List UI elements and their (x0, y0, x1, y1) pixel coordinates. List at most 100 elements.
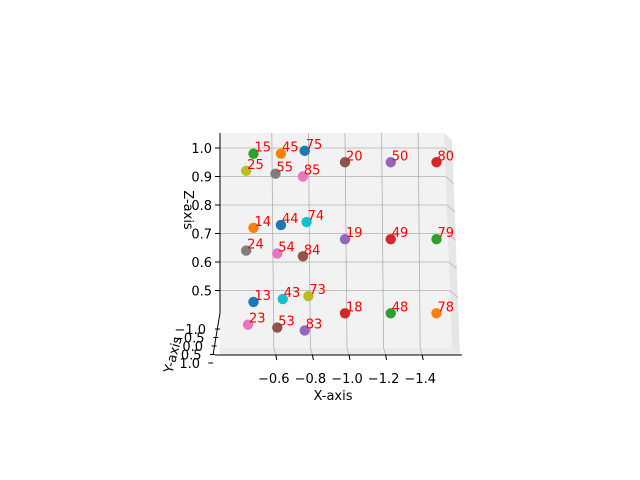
x-floor-grid-line (273, 347, 277, 356)
x-tick-label: −1.0 (331, 372, 363, 387)
point-label: 83 (306, 317, 323, 332)
tick-marks: −0.6 −0.8 −1.0 −1.2 −1.4 0.5 0.6 0.7 0.8 0.9 1.0 −1… (173, 142, 436, 387)
point-label: 25 (247, 158, 264, 173)
point-label: 45 (282, 141, 299, 156)
point-label: 49 (392, 226, 409, 241)
data-point (339, 308, 351, 319)
y-tick-label: 1.0 (179, 357, 200, 372)
point-label: 55 (276, 161, 293, 176)
point-label: 80 (438, 149, 455, 164)
data-point (431, 157, 442, 168)
data-points (240, 145, 442, 336)
point-label: 23 (249, 312, 266, 327)
back-pane (220, 133, 452, 348)
x-tick-label: −0.6 (258, 372, 290, 387)
x-axis-title: X-axis (314, 389, 353, 404)
point-label: 54 (278, 240, 295, 255)
x-grid-line (381, 132, 384, 349)
point-label: 73 (309, 283, 326, 298)
point-label: 75 (306, 138, 323, 153)
x-tick (385, 354, 388, 361)
data-point (297, 251, 309, 262)
point-labels: 15 45 75 20 50 80 25 55 85 14 44 74 19 49 79 24 54 84 13 43… (247, 138, 454, 333)
data-point (385, 234, 396, 245)
z-tick-label: 1.0 (191, 142, 212, 157)
data-point (301, 216, 312, 228)
x-tick (311, 354, 314, 361)
data-point (248, 222, 259, 233)
data-point (248, 148, 259, 159)
point-label: 14 (255, 215, 272, 230)
z-tick-label: 0.8 (191, 199, 212, 214)
point-label: 13 (255, 289, 272, 304)
z-side-grid-line (446, 204, 455, 213)
data-point (431, 308, 442, 319)
z-side-grid-line (444, 147, 453, 156)
data-point (272, 248, 283, 259)
z-side-grid-line (447, 233, 456, 241)
data-point (242, 319, 254, 330)
x-tick (275, 354, 278, 361)
data-point (339, 234, 351, 245)
point-label: 19 (346, 226, 363, 241)
point-label: 20 (346, 149, 363, 164)
data-point (272, 322, 283, 333)
point-label: 18 (346, 300, 363, 315)
data-point (248, 296, 259, 308)
z-side-grid-line (448, 261, 458, 270)
data-point (339, 157, 351, 168)
z-tick-label: 0.9 (191, 171, 212, 186)
y-tick-label: −1.0 (174, 323, 206, 338)
point-label: 78 (438, 300, 455, 315)
x-grid-line (271, 132, 275, 349)
data-point (275, 148, 287, 159)
point-label: 43 (284, 286, 301, 301)
y-tick-label: 0.0 (182, 340, 203, 355)
data-point (385, 308, 396, 319)
z-side-grid-line (445, 176, 454, 184)
data-point (303, 291, 314, 302)
grid-lines (220, 132, 459, 356)
point-label: 74 (308, 209, 325, 224)
point-label: 24 (247, 238, 264, 253)
z-axis-title: Z-axis (180, 190, 195, 230)
point-label: 53 (278, 315, 295, 330)
z-tick-label: 0.6 (191, 256, 212, 271)
x-tick (348, 354, 351, 361)
point-label: 84 (304, 243, 321, 258)
data-point (240, 245, 252, 256)
x-grid-line (308, 132, 311, 349)
point-label: 79 (438, 226, 455, 241)
data-point (431, 234, 442, 245)
data-point (277, 293, 288, 305)
x-tick-label: −1.4 (404, 372, 436, 387)
point-label: 44 (282, 212, 299, 227)
x-tick (421, 354, 424, 361)
data-point (270, 168, 281, 179)
data-point (240, 165, 252, 176)
floor-pane (220, 348, 460, 355)
point-label: 85 (304, 164, 321, 179)
x-floor-grid-line (346, 347, 350, 356)
right-pane (444, 133, 460, 355)
x-grid-line (417, 132, 421, 349)
y-axis-line (212, 312, 221, 356)
data-point (297, 171, 309, 182)
x-tick-label: −1.2 (368, 372, 400, 387)
z-side-grid-line (449, 290, 459, 298)
data-point (275, 219, 287, 231)
point-label: 15 (255, 141, 272, 156)
data-point (299, 325, 310, 336)
point-label: 50 (392, 149, 409, 164)
data-point (299, 145, 310, 157)
y-tick-label: 0.5 (181, 349, 202, 364)
y-tick-label: −0.5 (173, 332, 205, 347)
x-floor-grid-line (383, 347, 386, 356)
point-label: 48 (392, 300, 409, 315)
z-tick-label: 0.5 (191, 285, 212, 300)
x-tick-label: −0.8 (295, 372, 327, 387)
x-floor-grid-line (419, 347, 423, 356)
data-point (385, 157, 396, 168)
z-tick-label: 0.7 (191, 228, 212, 243)
